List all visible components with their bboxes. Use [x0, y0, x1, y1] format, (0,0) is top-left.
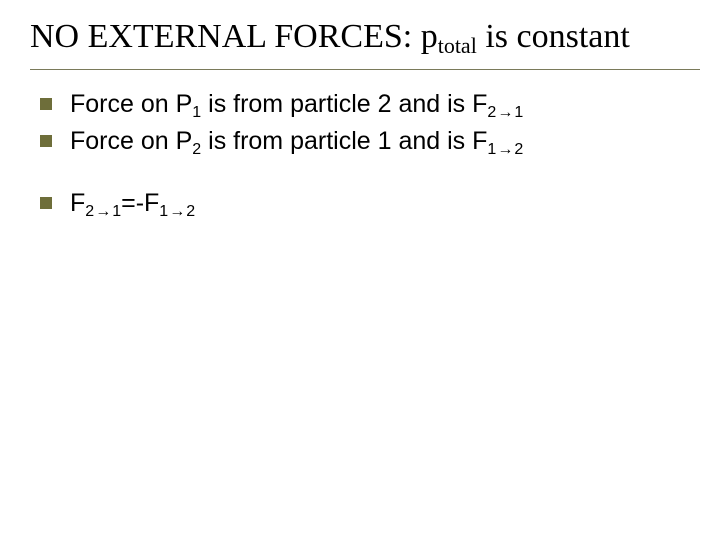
slide: NO EXTERNAL FORCES: ptotal is constant F… [0, 0, 720, 540]
bullet-text: Force on P1 is from particle 2 and is F2… [70, 88, 523, 122]
bullet-marker-icon [40, 197, 52, 209]
bullet-marker-icon [40, 98, 52, 110]
bullet-row: F2→1=-F1→2 [40, 187, 700, 221]
text-segment: is from particle 2 and is F [201, 90, 487, 118]
subscript: 1 [159, 203, 168, 220]
subscript: 2 [85, 203, 94, 220]
arrow-icon: → [94, 203, 112, 220]
bullet-list: Force on P1 is from particle 2 and is F2… [30, 88, 700, 221]
subscript: 1 [514, 104, 523, 121]
subscript: 2 [186, 203, 195, 220]
text-segment: F [70, 189, 85, 217]
subscript: 2 [192, 141, 201, 158]
title-sub: total [438, 33, 477, 58]
subscript: 2 [514, 141, 523, 158]
arrow-icon: → [496, 104, 514, 121]
text-segment: Force on P [70, 90, 192, 118]
title-pre: NO EXTERNAL FORCES: p [30, 18, 438, 55]
bullet-row: Force on P1 is from particle 2 and is F2… [40, 88, 700, 122]
title-block: NO EXTERNAL FORCES: ptotal is constant [30, 10, 700, 70]
bullet-text: F2→1=-F1→2 [70, 187, 195, 221]
text-segment: is from particle 1 and is F [201, 127, 487, 155]
subscript: 2 [487, 104, 496, 121]
subscript: 1 [112, 203, 121, 220]
bullet-marker-icon [40, 135, 52, 147]
arrow-icon: → [168, 203, 186, 220]
subscript: 1 [192, 104, 201, 121]
subscript: 1 [487, 141, 496, 158]
bullet-text: Force on P2 is from particle 1 and is F1… [70, 125, 523, 159]
title-post: is constant [477, 18, 630, 55]
arrow-icon: → [496, 141, 514, 158]
bullet-row: Force on P2 is from particle 1 and is F1… [40, 125, 700, 159]
text-segment: Force on P [70, 127, 192, 155]
text-segment: =-F [121, 189, 159, 217]
slide-title: NO EXTERNAL FORCES: ptotal is constant [30, 16, 700, 59]
